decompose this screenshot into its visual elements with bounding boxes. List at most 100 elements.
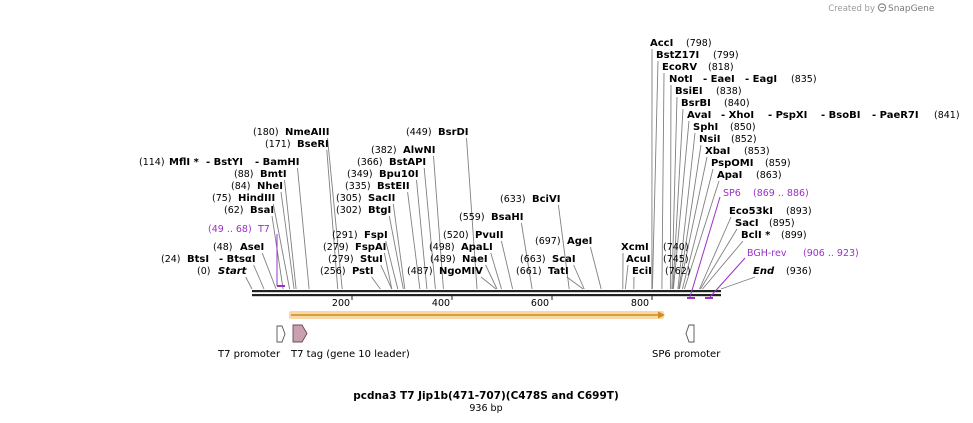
enzyme-name-alt[interactable]: - BsoBI (821, 110, 860, 121)
enzyme-label[interactable]: (279) StuI (328, 254, 383, 265)
enzyme-name[interactable]: XcmI (621, 242, 649, 253)
t7-tag-arrow[interactable] (292, 324, 308, 343)
enzyme-label[interactable]: XcmI (740) (621, 242, 689, 253)
enzyme-label[interactable]: (84) NheI (231, 181, 283, 192)
enzyme-label[interactable]: NotI - EaeI - EagI (835) (669, 74, 817, 85)
enzyme-name[interactable]: EciI (632, 266, 652, 277)
primer-label[interactable]: SP6 (869 .. 886) (723, 188, 809, 199)
enzyme-name[interactable]: EcoRV (662, 62, 697, 73)
enzyme-label[interactable]: (305) SacII (336, 193, 395, 204)
enzyme-name[interactable]: NaeI (462, 254, 488, 265)
enzyme-name[interactable]: BtsI (187, 254, 209, 265)
enzyme-name[interactable]: ApaI (717, 170, 742, 181)
enzyme-name[interactable]: AccI (650, 38, 673, 49)
enzyme-label[interactable]: ApaI (863) (717, 170, 782, 181)
enzyme-name[interactable]: NgoMIV (439, 266, 483, 277)
primer-label[interactable]: (49 .. 68) T7 (208, 224, 270, 235)
enzyme-name[interactable]: BsaI (250, 205, 274, 216)
enzyme-name[interactable]: BclI * (741, 230, 771, 241)
enzyme-label[interactable]: (62) BsaI (224, 205, 274, 216)
sequence-top-strand[interactable] (252, 290, 721, 293)
enzyme-label[interactable]: (697) AgeI (535, 236, 592, 247)
primer-sp6-bind[interactable] (687, 196, 721, 299)
enzyme-label[interactable]: (382) AlwNI (371, 145, 436, 156)
enzyme-label[interactable]: (48) AseI (213, 242, 264, 253)
enzyme-label[interactable]: (489) NaeI (430, 254, 488, 265)
enzyme-name-alt[interactable]: - XhoI (721, 110, 754, 121)
enzyme-label[interactable]: EciI (762) (632, 266, 691, 277)
enzyme-label[interactable]: AcuI (745) (626, 254, 689, 265)
enzyme-label[interactable]: (487) NgoMIV (407, 266, 483, 277)
enzyme-label[interactable]: BclI * (899) (741, 230, 807, 241)
enzyme-name[interactable]: AvaI (687, 110, 711, 121)
enzyme-name[interactable]: AlwNI (403, 145, 436, 156)
enzyme-name[interactable]: BciVI (532, 194, 560, 205)
enzyme-label[interactable]: BsiEI (838) (675, 86, 742, 97)
enzyme-label[interactable]: SphI (850) (693, 122, 756, 133)
enzyme-name[interactable]: NotI (669, 74, 693, 85)
enzyme-label[interactable]: (661) TatI (516, 266, 569, 277)
sp6-promoter-arrow[interactable] (685, 324, 695, 343)
enzyme-label[interactable]: SacI (895) (735, 218, 795, 229)
primer-t7-bind[interactable] (276, 234, 285, 287)
enzyme-label[interactable]: (75) HindIII (212, 193, 275, 204)
enzyme-label[interactable]: AccI (798) (650, 38, 712, 49)
feature-label-sp6-promoter[interactable]: SP6 promoter (652, 349, 721, 360)
enzyme-label[interactable]: (114) MflI * - BstYI - BamHI (139, 157, 300, 168)
enzyme-name[interactable]: SphI (693, 122, 718, 133)
enzyme-name-alt[interactable]: - EaeI (703, 74, 735, 85)
enzyme-name[interactable]: ApaLI (461, 242, 493, 253)
enzyme-name[interactable]: SacII (368, 193, 395, 204)
enzyme-label[interactable]: (349) Bpu10I (347, 169, 419, 180)
enzyme-name[interactable]: NmeAIII (285, 127, 329, 138)
enzyme-label[interactable]: End (936) (753, 266, 812, 277)
enzyme-name[interactable]: AcuI (626, 254, 651, 265)
primer-name[interactable]: T7 (257, 224, 270, 235)
enzyme-name[interactable]: Bpu10I (379, 169, 419, 180)
primer-label[interactable]: BGH-rev (906 .. 923) (747, 248, 859, 259)
enzyme-name[interactable]: BsiEI (675, 86, 703, 97)
enzyme-name[interactable]: BsrDI (438, 127, 469, 138)
enzyme-label[interactable]: Eco53kI (893) (729, 206, 812, 217)
enzyme-name[interactable]: PvuII (475, 230, 503, 241)
enzyme-label[interactable]: (291) FspI (332, 230, 388, 241)
enzyme-name[interactable]: AgeI (567, 236, 592, 247)
enzyme-name[interactable]: ScaI (552, 254, 576, 265)
enzyme-label[interactable]: (180) NmeAIII (253, 127, 329, 138)
enzyme-name[interactable]: End (753, 266, 775, 277)
primer-name[interactable]: SP6 (723, 188, 741, 199)
t7-promoter-arrow[interactable] (276, 325, 286, 343)
enzyme-label[interactable]: (633) BciVI (500, 194, 560, 205)
enzyme-name[interactable]: NsiI (699, 134, 720, 145)
enzyme-name[interactable]: HindIII (238, 193, 275, 204)
enzyme-name[interactable]: PspOMI (711, 158, 753, 169)
enzyme-name[interactable]: BmtI (260, 169, 287, 180)
enzyme-label[interactable]: (498) ApaLI (429, 242, 493, 253)
enzyme-label[interactable]: (279) FspAI (323, 242, 386, 253)
enzyme-name[interactable]: BstZ17I (656, 50, 699, 61)
enzyme-name-alt[interactable]: - PaeR7I (872, 110, 919, 121)
enzyme-label[interactable]: (302) BtgI (336, 205, 391, 216)
enzyme-name-alt[interactable]: - BtsαI (219, 254, 256, 265)
enzyme-label[interactable]: PspOMI (859) (711, 158, 791, 169)
enzyme-name[interactable]: BseRI (297, 139, 329, 150)
enzyme-name[interactable]: AseI (240, 242, 264, 253)
enzyme-label[interactable]: (88) BmtI (234, 169, 287, 180)
primer-bgh-rev-bind[interactable] (705, 257, 746, 299)
enzyme-label[interactable]: (256) PstI (320, 266, 374, 277)
enzyme-name[interactable]: BstEII (377, 181, 410, 192)
enzyme-label[interactable]: (663) ScaI (520, 254, 576, 265)
feature-label-t7-tag[interactable]: T7 tag (gene 10 leader) (290, 349, 410, 360)
enzyme-name[interactable]: BstAPI (389, 157, 426, 168)
enzyme-name[interactable]: BtgI (368, 205, 391, 216)
enzyme-label[interactable]: (0) Start (197, 266, 248, 277)
enzyme-name-alt[interactable]: - EagI (745, 74, 777, 85)
enzyme-label[interactable]: (449) BsrDI (406, 127, 469, 138)
enzyme-name[interactable]: Eco53kI (729, 206, 773, 217)
enzyme-label[interactable]: EcoRV (818) (662, 62, 734, 73)
enzyme-name[interactable]: BsrBI (681, 98, 711, 109)
enzyme-label[interactable]: BstZ17I (799) (656, 50, 739, 61)
enzyme-name[interactable]: FspI (364, 230, 388, 241)
feature-label-t7-promoter[interactable]: T7 promoter (217, 349, 281, 360)
enzyme-label[interactable]: (366) BstAPI (357, 157, 426, 168)
